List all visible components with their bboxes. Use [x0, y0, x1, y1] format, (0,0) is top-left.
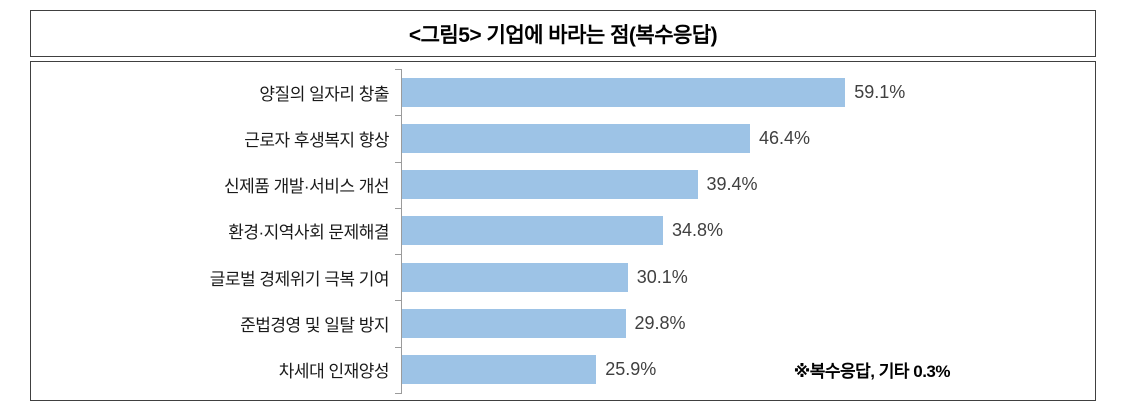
value-label: 30.1% — [636, 266, 688, 287]
figure-title-box: <그림5> 기업에 바라는 점(복수응답) — [30, 10, 1096, 57]
bar-row: 준법경영 및 일탈 방지 29.8% — [31, 300, 1085, 348]
bar — [402, 355, 597, 385]
category-label: 신제품 개발·서비스 개선 — [223, 177, 390, 197]
bar-row: 글로벌 경제위기 극복 기여 30.1% — [31, 254, 1085, 302]
category-label: 글로벌 경제위기 극복 기여 — [209, 269, 390, 289]
bar-row: 차세대 인재양성 25.9% ※복수응답, 기타 0.3% — [31, 346, 1085, 395]
plot-row: 25.9% ※복수응답, 기타 0.3% — [395, 346, 1085, 395]
category-label: 준법경영 및 일탈 방지 — [240, 316, 389, 336]
category-label: 양질의 일자리 창출 — [259, 84, 389, 104]
value-label: 39.4% — [706, 174, 758, 195]
category-label: 근로자 후생복지 향상 — [244, 130, 389, 150]
bar — [402, 77, 846, 107]
plot-row: 59.1% — [395, 69, 1085, 117]
footnote: ※복수응답, 기타 0.3% — [793, 362, 951, 382]
bar — [402, 170, 698, 200]
plot-row: 34.8% — [395, 207, 1085, 256]
bar-row: 근로자 후생복지 향상 46.4% — [31, 115, 1085, 163]
figure-title: <그림5> 기업에 바라는 점(복수응답) — [408, 23, 718, 47]
bar-chart: 양질의 일자리 창출 59.1% 근로자 후생복지 향상 46.4% 신제품 개… — [30, 61, 1096, 401]
bar — [402, 123, 750, 153]
plot-row: 29.8% — [395, 300, 1085, 348]
bar-row: 신제품 개발·서비스 개선 39.4% — [31, 161, 1085, 210]
value-label: 59.1% — [854, 81, 906, 102]
category-label: 환경·지역사회 문제해결 — [228, 223, 389, 243]
value-label: 25.9% — [605, 359, 657, 380]
bar-row: 양질의 일자리 창출 59.1% — [31, 69, 1085, 117]
value-label: 29.8% — [634, 313, 686, 334]
plot-row: 39.4% — [395, 161, 1085, 210]
value-label: 46.4% — [759, 127, 811, 148]
value-label: 34.8% — [672, 220, 724, 241]
plot-row: 46.4% — [395, 115, 1085, 163]
bar — [402, 262, 628, 292]
plot-row: 30.1% — [395, 254, 1085, 302]
bar — [402, 309, 626, 339]
bar-row: 환경·지역사회 문제해결 34.8% — [31, 207, 1085, 256]
category-label: 차세대 인재양성 — [278, 362, 390, 382]
bar — [402, 216, 663, 246]
